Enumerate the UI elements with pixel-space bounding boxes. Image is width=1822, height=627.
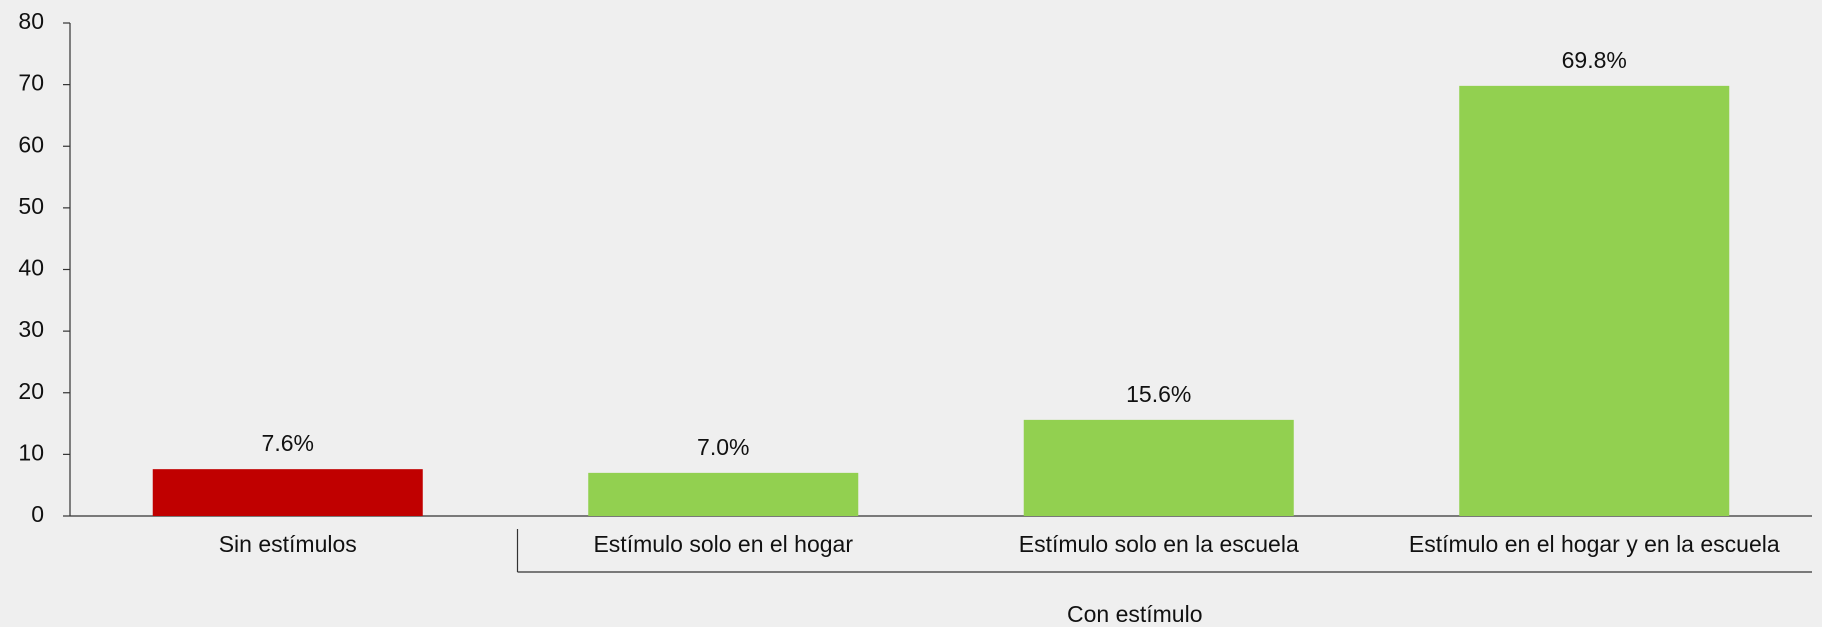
- group-label: Con estímulo: [1067, 601, 1203, 627]
- value-label: 7.6%: [262, 430, 314, 456]
- y-tick-label: 50: [18, 193, 44, 219]
- y-tick-label: 70: [18, 70, 44, 96]
- bar: [152, 469, 423, 516]
- x-tick-label: Estímulo solo en la escuela: [1019, 531, 1299, 557]
- y-tick-label: 10: [18, 439, 44, 465]
- value-label: 7.0%: [697, 434, 749, 460]
- value-label: 69.8%: [1562, 47, 1627, 73]
- x-tick-label: Sin estímulos: [219, 531, 357, 557]
- bar: [588, 472, 859, 516]
- x-tick-label: Estímulo solo en el hogar: [593, 531, 853, 557]
- y-tick-label: 0: [31, 501, 44, 527]
- value-label: 15.6%: [1126, 381, 1191, 407]
- y-tick-label: 20: [18, 378, 44, 404]
- bar: [1459, 85, 1730, 517]
- y-tick-label: 30: [18, 316, 44, 342]
- y-tick-label: 80: [18, 8, 44, 34]
- x-tick-label: Estímulo en el hogar y en la escuela: [1409, 531, 1780, 557]
- y-tick-label: 60: [18, 131, 44, 157]
- bar: [1023, 419, 1294, 516]
- y-tick-label: 40: [18, 255, 44, 281]
